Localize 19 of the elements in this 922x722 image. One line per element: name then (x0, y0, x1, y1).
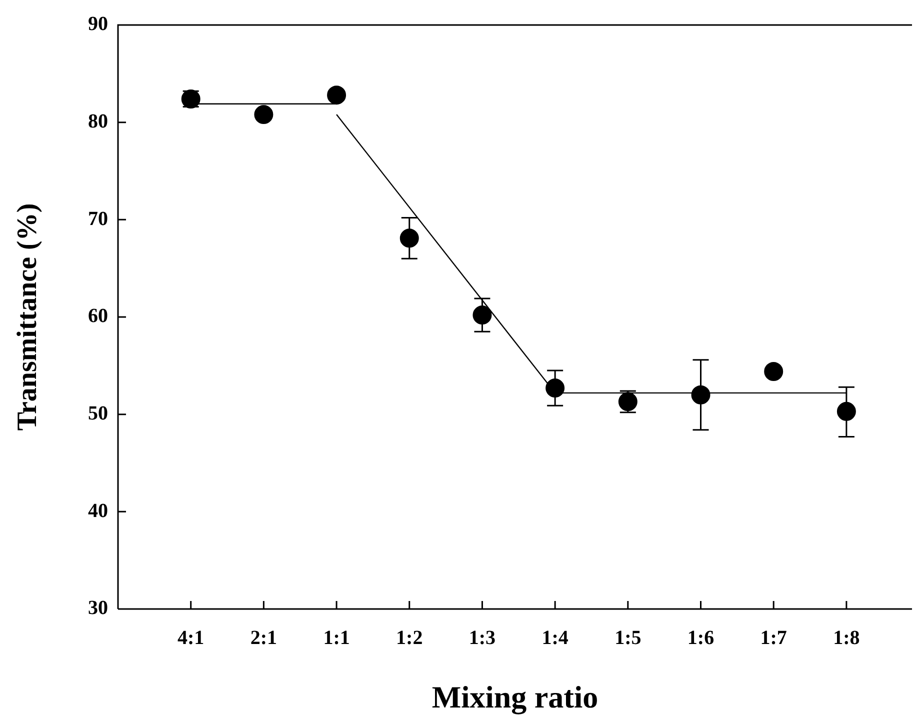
x-tick-label: 4:1 (178, 627, 204, 650)
y-tick-label: 90 (88, 13, 108, 36)
y-tick-label: 50 (88, 402, 108, 425)
y-tick-label: 30 (88, 597, 108, 620)
x-tick-label: 1:3 (468, 627, 496, 650)
x-tick-label: 1:5 (614, 627, 642, 650)
y-tick-label: 40 (88, 500, 108, 522)
x-tick-label: 1:7 (760, 627, 787, 650)
y-tick-label: 70 (88, 208, 108, 230)
y-tick-label: 60 (88, 305, 108, 328)
x-tick-label: 1:6 (687, 627, 714, 650)
y-axis-title: Transmittance (%) (12, 203, 44, 431)
x-axis-title: Mixing ratio (432, 679, 598, 714)
x-tick-label: 1:2 (396, 627, 423, 650)
y-tick-label: 80 (88, 110, 108, 133)
x-tick-label: 1:4 (542, 627, 568, 650)
x-tick-label: 2:1 (250, 627, 278, 650)
x-tick-label: 1:1 (323, 627, 350, 650)
x-tick-label: 1:8 (833, 627, 860, 650)
